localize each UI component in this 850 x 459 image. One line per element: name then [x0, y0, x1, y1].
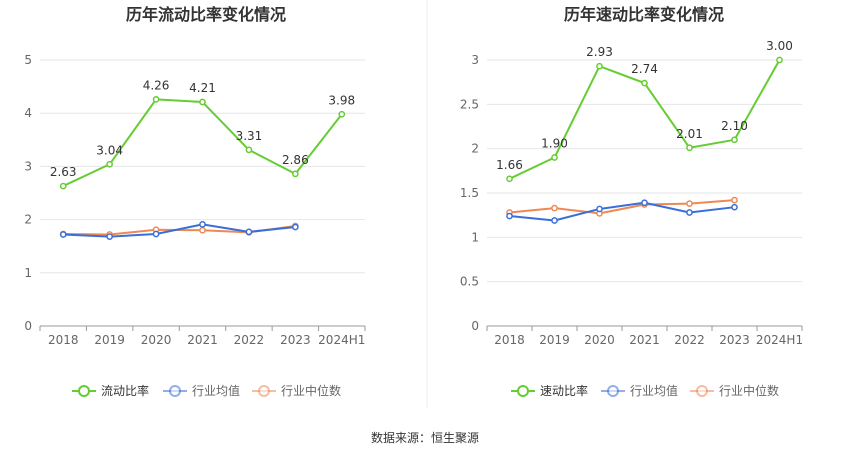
legend-item-3: 行业中位数	[690, 383, 779, 398]
x-tick-label: 2021	[629, 333, 660, 347]
data-label: 2.63	[50, 165, 77, 179]
data-source-note: 数据来源：恒生聚源	[370, 431, 479, 445]
data-point	[152, 96, 160, 103]
data-label: 3.00	[766, 39, 793, 53]
data-point	[686, 144, 693, 152]
data-label: 4.21	[189, 81, 216, 95]
data-label: 1.66	[496, 158, 523, 172]
data-label: 3.04	[96, 143, 123, 157]
legend-item-1: 流动比率	[72, 383, 149, 398]
data-point	[686, 200, 693, 207]
x-tick-label: 2022	[674, 333, 705, 347]
y-tick-label: 2	[471, 142, 479, 156]
series-line-2	[63, 223, 296, 238]
x-tick-label: 2019	[539, 333, 570, 347]
data-point	[686, 209, 693, 216]
data-point	[338, 110, 346, 118]
legend-marker	[607, 385, 619, 397]
data-label: 4.26	[143, 78, 170, 92]
data-point	[506, 212, 513, 220]
chart-title: 历年速动比率变化情况	[564, 5, 724, 24]
legend-label: 速动比率	[540, 383, 588, 398]
data-point	[641, 199, 648, 207]
y-tick-label: 5	[24, 53, 32, 67]
data-label: 3.31	[236, 129, 263, 143]
data-label: 2.93	[586, 45, 613, 59]
data-label: 2.01	[676, 127, 703, 141]
data-point	[106, 233, 113, 240]
chart-panel-2: 历年速动比率变化情况 0 0.5 1 1.5 2 2.5 3 2018 2019 2020 2021 2…	[460, 5, 803, 398]
data-point	[731, 203, 738, 211]
x-tick-label: 2019	[94, 333, 125, 347]
y-tick-label: 0	[471, 319, 479, 333]
legend-label: 行业中位数	[281, 383, 341, 398]
y-tick-label: 1.5	[460, 186, 479, 200]
chart-panel-1: 历年流动比率变化情况 0 1 2 3 4 5 2018 2019 2020 2021 2022 2023…	[24, 5, 366, 398]
x-tick-label: 2018	[48, 333, 79, 347]
x-tick-label: 2023	[719, 333, 750, 347]
legend-marker	[78, 385, 90, 397]
x-tick-label: 2022	[234, 333, 265, 347]
y-tick-label: 0.5	[460, 275, 479, 289]
data-point	[596, 62, 603, 70]
data-point	[596, 205, 603, 213]
legend-item-1: 速动比率	[511, 383, 588, 398]
x-tick-label: 2020	[584, 333, 615, 347]
data-label: 2.10	[721, 119, 748, 133]
x-tick-label: 2021	[187, 333, 218, 347]
legend-label: 行业均值	[630, 383, 678, 398]
data-point	[59, 182, 67, 190]
data-point	[731, 136, 738, 144]
data-label: 2.86	[282, 153, 309, 167]
legend-marker	[169, 385, 181, 397]
y-tick-label: 1	[471, 230, 479, 244]
legend-marker	[258, 385, 270, 397]
y-tick-label: 3	[24, 159, 32, 173]
x-tick-label: 2023	[280, 333, 311, 347]
y-tick-label: 1	[24, 266, 32, 280]
data-point	[199, 98, 206, 106]
data-point	[106, 160, 113, 168]
y-tick-label: 4	[24, 106, 32, 120]
data-point	[292, 223, 299, 231]
data-point	[199, 221, 206, 228]
data-point	[245, 146, 253, 154]
data-point	[199, 226, 206, 234]
legend-marker	[696, 385, 708, 397]
data-point	[152, 230, 160, 238]
series-line-2	[509, 201, 735, 222]
x-tick-label: 2024H1	[318, 333, 365, 347]
series-line-3	[509, 199, 735, 215]
x-tick-label: 2024H1	[756, 333, 803, 347]
data-point	[245, 228, 253, 236]
legend-item-3: 行业中位数	[252, 383, 341, 398]
x-tick-label: 2018	[494, 333, 525, 347]
data-label: 2.74	[631, 62, 658, 76]
chart-title: 历年流动比率变化情况	[126, 5, 286, 24]
data-point	[551, 204, 558, 212]
legend-label: 流动比率	[101, 383, 149, 398]
legend-label: 行业中位数	[719, 383, 779, 398]
data-point	[292, 170, 299, 178]
data-point	[59, 231, 67, 238]
legend-label: 行业均值	[192, 383, 240, 398]
data-label: 1.90	[541, 137, 568, 151]
data-point	[731, 196, 738, 204]
legend-item-2: 行业均值	[163, 383, 240, 398]
y-tick-label: 0	[24, 319, 32, 333]
legend-item-2: 行业均值	[601, 383, 678, 398]
data-point	[641, 79, 648, 87]
y-tick-label: 3	[471, 53, 479, 67]
y-tick-label: 2	[24, 213, 32, 227]
data-point	[776, 56, 783, 64]
data-point	[506, 175, 513, 183]
data-point	[551, 217, 558, 224]
data-label: 3.98	[328, 93, 355, 107]
data-point	[551, 154, 558, 161]
x-tick-label: 2020	[141, 333, 172, 347]
legend-marker	[517, 385, 529, 397]
y-tick-label: 2.5	[460, 97, 479, 111]
